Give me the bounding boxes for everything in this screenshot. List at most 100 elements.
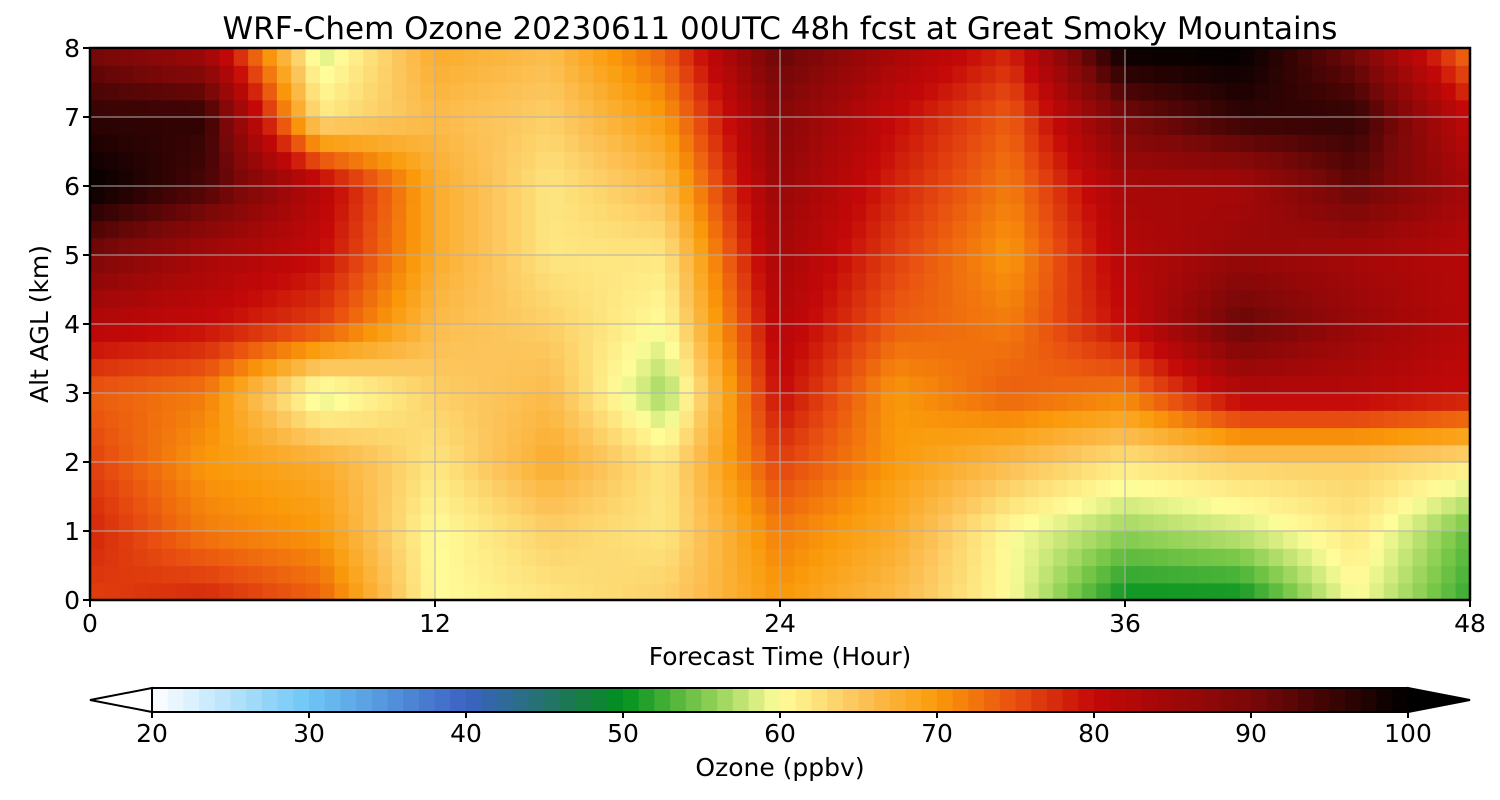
heatmap-cell (909, 444, 925, 463)
heatmap-cell (190, 479, 206, 498)
heatmap-cell (1096, 134, 1112, 153)
heatmap-cell (823, 565, 839, 584)
heatmap-cell (1297, 255, 1313, 273)
heatmap-cell (564, 289, 580, 308)
heatmap-cell (621, 168, 637, 187)
heatmap-cell (147, 548, 163, 567)
heatmap-cell (1383, 410, 1399, 429)
heatmap-cell (1211, 444, 1227, 463)
heatmap-cell (593, 479, 609, 498)
heatmap-cell (291, 134, 307, 153)
heatmap-cell (104, 289, 120, 308)
heatmap-cell (1355, 531, 1370, 549)
heatmap-cell (1168, 582, 1184, 601)
heatmap-cell (952, 479, 968, 498)
heatmap-cell (1455, 531, 1471, 549)
heatmap-cell (435, 203, 450, 222)
heatmap-cell (693, 462, 709, 480)
heatmap-cell (578, 479, 594, 498)
heatmap-cell (1053, 65, 1069, 84)
heatmap-cell (276, 82, 292, 101)
heatmap-cell (161, 444, 177, 463)
heatmap-cell (90, 65, 105, 84)
heatmap-cell (1311, 410, 1327, 429)
heatmap-cell (880, 375, 896, 394)
heatmap-cell (578, 134, 594, 153)
heatmap-cell (708, 220, 724, 239)
heatmap-cell (147, 565, 163, 584)
heatmap-cell (1211, 324, 1227, 342)
heatmap-cell (1096, 565, 1112, 584)
heatmap-cell (1096, 513, 1112, 532)
heatmap-cell (1340, 48, 1356, 66)
heatmap-cell (377, 582, 393, 601)
heatmap-cell (276, 134, 292, 153)
heatmap-cell (320, 289, 335, 308)
heatmap-cell (1211, 289, 1227, 308)
heatmap-cell (794, 220, 810, 239)
heatmap-cell (1398, 427, 1414, 446)
heatmap-cell (535, 237, 551, 256)
heatmap-cell (176, 427, 192, 446)
heatmap-cell (621, 306, 637, 325)
heatmap-cell (1153, 48, 1169, 66)
heatmap-cell (334, 513, 350, 532)
heatmap-cell (1355, 168, 1370, 187)
heatmap-cell (952, 582, 968, 601)
heatmap-cell (492, 341, 508, 360)
heatmap-cell (205, 462, 220, 480)
heatmap-cell (506, 168, 522, 187)
heatmap-cell (118, 444, 134, 463)
heatmap-cell (1139, 255, 1155, 273)
heatmap-cell (679, 444, 695, 463)
heatmap-cell (1125, 99, 1140, 118)
heatmap-cell (966, 186, 982, 204)
heatmap-cell (248, 186, 264, 204)
heatmap-cell (478, 168, 494, 187)
heatmap-cell (1168, 393, 1184, 411)
heatmap-cell (176, 462, 192, 480)
heatmap-cell (147, 393, 163, 411)
heatmap-cell (952, 237, 968, 256)
heatmap-cell (1211, 375, 1227, 394)
heatmap-cell (1268, 151, 1284, 170)
heatmap-cell (1096, 306, 1112, 325)
heatmap-cell (1038, 151, 1054, 170)
heatmap-cell (90, 237, 105, 256)
heatmap-cell (276, 427, 292, 446)
heatmap-cell (521, 117, 537, 135)
heatmap-cell (722, 99, 738, 118)
heatmap-cell (176, 565, 192, 584)
heatmap-cell (1441, 462, 1457, 480)
heatmap-cell (348, 255, 364, 273)
heatmap-cell (765, 82, 781, 101)
heatmap-cell (621, 565, 637, 584)
heatmap-cell (578, 324, 594, 342)
heatmap-cell (305, 237, 321, 256)
heatmap-cell (463, 306, 479, 325)
heatmap-cell (406, 462, 422, 480)
heatmap-cell (492, 203, 508, 222)
heatmap-cell (305, 410, 321, 429)
heatmap-cell (205, 117, 220, 135)
heatmap-cell (363, 220, 379, 239)
heatmap-cell (320, 134, 335, 153)
heatmap-cell (679, 65, 695, 84)
heatmap-cell (1369, 272, 1385, 291)
heatmap-cell (1081, 444, 1097, 463)
heatmap-cell (1182, 65, 1198, 84)
heatmap-cell (1139, 410, 1155, 429)
heatmap-cell (406, 479, 422, 498)
heatmap-cell (1326, 65, 1342, 84)
y-tick-label: 3 (64, 379, 80, 408)
heatmap-cell (650, 548, 666, 567)
heatmap-cell (794, 255, 810, 273)
heatmap-cell (334, 565, 350, 584)
heatmap-cell (463, 462, 479, 480)
heatmap-cell (981, 341, 997, 360)
heatmap-cell (1067, 341, 1083, 360)
heatmap-cell (736, 565, 752, 584)
heatmap-cell (866, 220, 882, 239)
heatmap-cell (1441, 48, 1457, 66)
heatmap-cell (952, 496, 968, 515)
